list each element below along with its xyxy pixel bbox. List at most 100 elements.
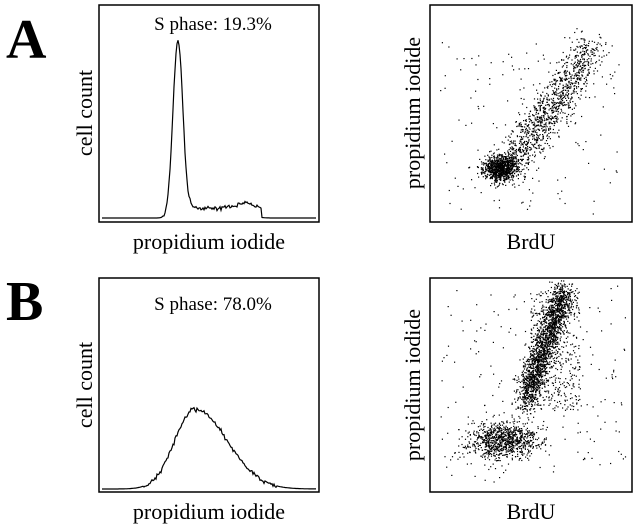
dot	[536, 169, 538, 171]
dot	[575, 82, 577, 84]
dot	[576, 51, 578, 53]
dot	[530, 401, 532, 403]
dot	[490, 176, 492, 178]
dot	[456, 58, 458, 60]
dot	[523, 175, 525, 177]
dot	[574, 103, 576, 105]
dot	[553, 307, 555, 309]
dot	[546, 97, 548, 99]
dot	[527, 378, 529, 380]
dot	[528, 399, 530, 401]
dot	[485, 178, 487, 180]
dot	[531, 391, 533, 393]
dot	[500, 443, 502, 445]
dot	[524, 395, 526, 397]
dot	[529, 348, 531, 350]
dot	[535, 113, 537, 115]
dot	[526, 147, 528, 149]
dot	[540, 121, 542, 123]
dot	[479, 158, 481, 160]
dot	[549, 353, 551, 355]
dot	[606, 83, 608, 85]
dot	[487, 167, 489, 169]
dot	[517, 376, 519, 378]
dot	[492, 174, 495, 176]
dot	[484, 173, 486, 175]
dot	[524, 365, 526, 367]
dot	[585, 96, 587, 98]
dot	[590, 50, 592, 52]
dot	[506, 427, 508, 429]
dot	[501, 432, 503, 434]
dot	[572, 306, 574, 308]
dot	[538, 144, 540, 146]
dot	[522, 151, 524, 153]
dot	[532, 370, 534, 372]
dot	[569, 298, 571, 300]
dot	[506, 429, 508, 431]
dot	[503, 179, 506, 181]
dot	[482, 424, 484, 426]
dot	[535, 388, 537, 390]
dot	[559, 332, 561, 334]
dot	[508, 153, 510, 155]
dot	[481, 173, 483, 175]
dot	[538, 359, 540, 361]
dot	[552, 333, 554, 335]
dot	[495, 172, 497, 174]
dot	[537, 333, 539, 335]
dot	[440, 90, 442, 92]
dot	[550, 292, 552, 294]
dot	[488, 452, 490, 454]
dot	[499, 434, 501, 436]
dot	[563, 290, 565, 292]
dot	[552, 343, 554, 346]
dot	[543, 358, 545, 360]
dot	[528, 378, 530, 380]
dot	[548, 306, 551, 308]
dot	[520, 439, 522, 441]
dot	[501, 175, 503, 177]
dot	[560, 291, 562, 293]
dot	[503, 445, 505, 448]
dot	[580, 38, 582, 40]
dot	[543, 420, 545, 423]
dot	[498, 435, 501, 437]
dot	[585, 47, 587, 50]
dot	[565, 297, 567, 299]
dot	[518, 446, 520, 448]
dot	[448, 46, 450, 48]
dot	[542, 333, 544, 335]
dot	[499, 167, 502, 169]
dot	[524, 440, 526, 442]
dot	[569, 73, 571, 75]
dot	[568, 82, 570, 84]
dot	[519, 151, 521, 153]
dot	[486, 445, 488, 447]
dot	[488, 434, 490, 436]
dot	[532, 391, 534, 393]
dot	[530, 453, 533, 455]
dot	[551, 341, 553, 343]
dot	[581, 68, 583, 70]
dot	[465, 430, 467, 432]
dot	[529, 439, 531, 441]
dot	[535, 124, 537, 126]
dot	[532, 396, 534, 398]
dot	[510, 163, 512, 165]
dot	[584, 81, 586, 83]
dot	[561, 304, 563, 306]
dot	[514, 163, 517, 165]
dot	[531, 361, 533, 363]
dot	[582, 75, 584, 77]
dot	[504, 156, 506, 158]
dot	[537, 313, 539, 315]
dot	[528, 158, 530, 160]
dot	[539, 382, 541, 384]
dot	[616, 171, 618, 173]
dot	[544, 353, 546, 355]
dot	[444, 75, 446, 77]
dot	[500, 178, 502, 180]
dot	[509, 161, 511, 164]
dot	[535, 383, 537, 385]
